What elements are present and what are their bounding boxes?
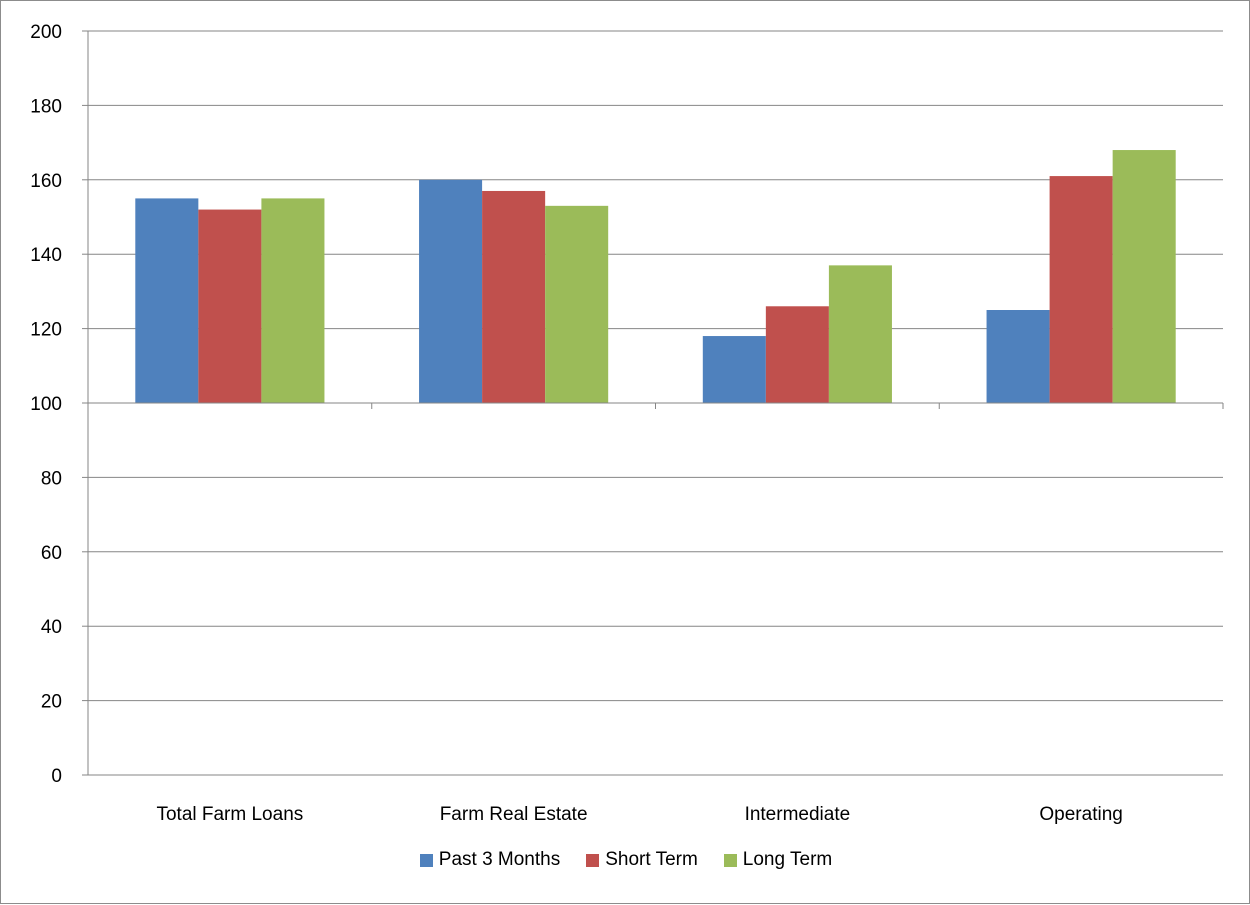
y-tick-label: 100 xyxy=(30,394,62,415)
legend-swatch xyxy=(586,853,600,867)
legend-label: Long Term xyxy=(742,849,833,870)
legend: Past 3 Months Short Term Long Term xyxy=(1,849,1250,871)
legend-item: Long Term xyxy=(723,849,833,871)
bar-long-term xyxy=(261,198,325,403)
legend-swatch xyxy=(419,853,433,867)
bar-long-term xyxy=(828,265,892,403)
legend-label: Short Term xyxy=(605,849,698,870)
y-tick-label: 140 xyxy=(30,245,62,266)
y-tick-label: 20 xyxy=(41,692,62,713)
bar-short-term xyxy=(482,190,546,403)
bar-past-3-months xyxy=(702,336,766,403)
axes xyxy=(82,30,1224,776)
bar-long-term xyxy=(545,205,609,403)
legend-swatch xyxy=(723,853,737,867)
y-tick-label: 80 xyxy=(41,468,62,489)
bar-short-term xyxy=(198,209,262,403)
y-tick-label: 120 xyxy=(30,320,62,341)
x-category-label: Intermediate xyxy=(745,804,851,825)
y-tick-label: 60 xyxy=(41,543,62,564)
tick-labels: 0 20 40 60 80 100 120 140 160 180 200 Total Farm Lo… xyxy=(30,22,1123,825)
bar-past-3-months xyxy=(419,179,483,403)
x-category-label: Farm Real Estate xyxy=(440,804,588,825)
x-category-label: Operating xyxy=(1039,804,1122,825)
bar-past-3-months xyxy=(986,310,1050,403)
y-tick-label: 180 xyxy=(30,96,62,117)
bar-long-term xyxy=(1112,150,1176,403)
bars xyxy=(135,150,1176,403)
legend-item: Past 3 Months xyxy=(419,849,561,871)
bar-short-term xyxy=(765,306,829,403)
y-tick-label: 0 xyxy=(51,766,62,787)
legend-item: Short Term xyxy=(586,849,698,871)
y-tick-label: 200 xyxy=(30,22,62,43)
bar-short-term xyxy=(1049,176,1113,403)
bar-past-3-months xyxy=(135,198,199,403)
legend-label: Past 3 Months xyxy=(438,849,561,870)
x-category-label: Total Farm Loans xyxy=(156,804,303,825)
y-tick-label: 40 xyxy=(41,617,62,638)
y-tick-label: 160 xyxy=(30,171,62,192)
